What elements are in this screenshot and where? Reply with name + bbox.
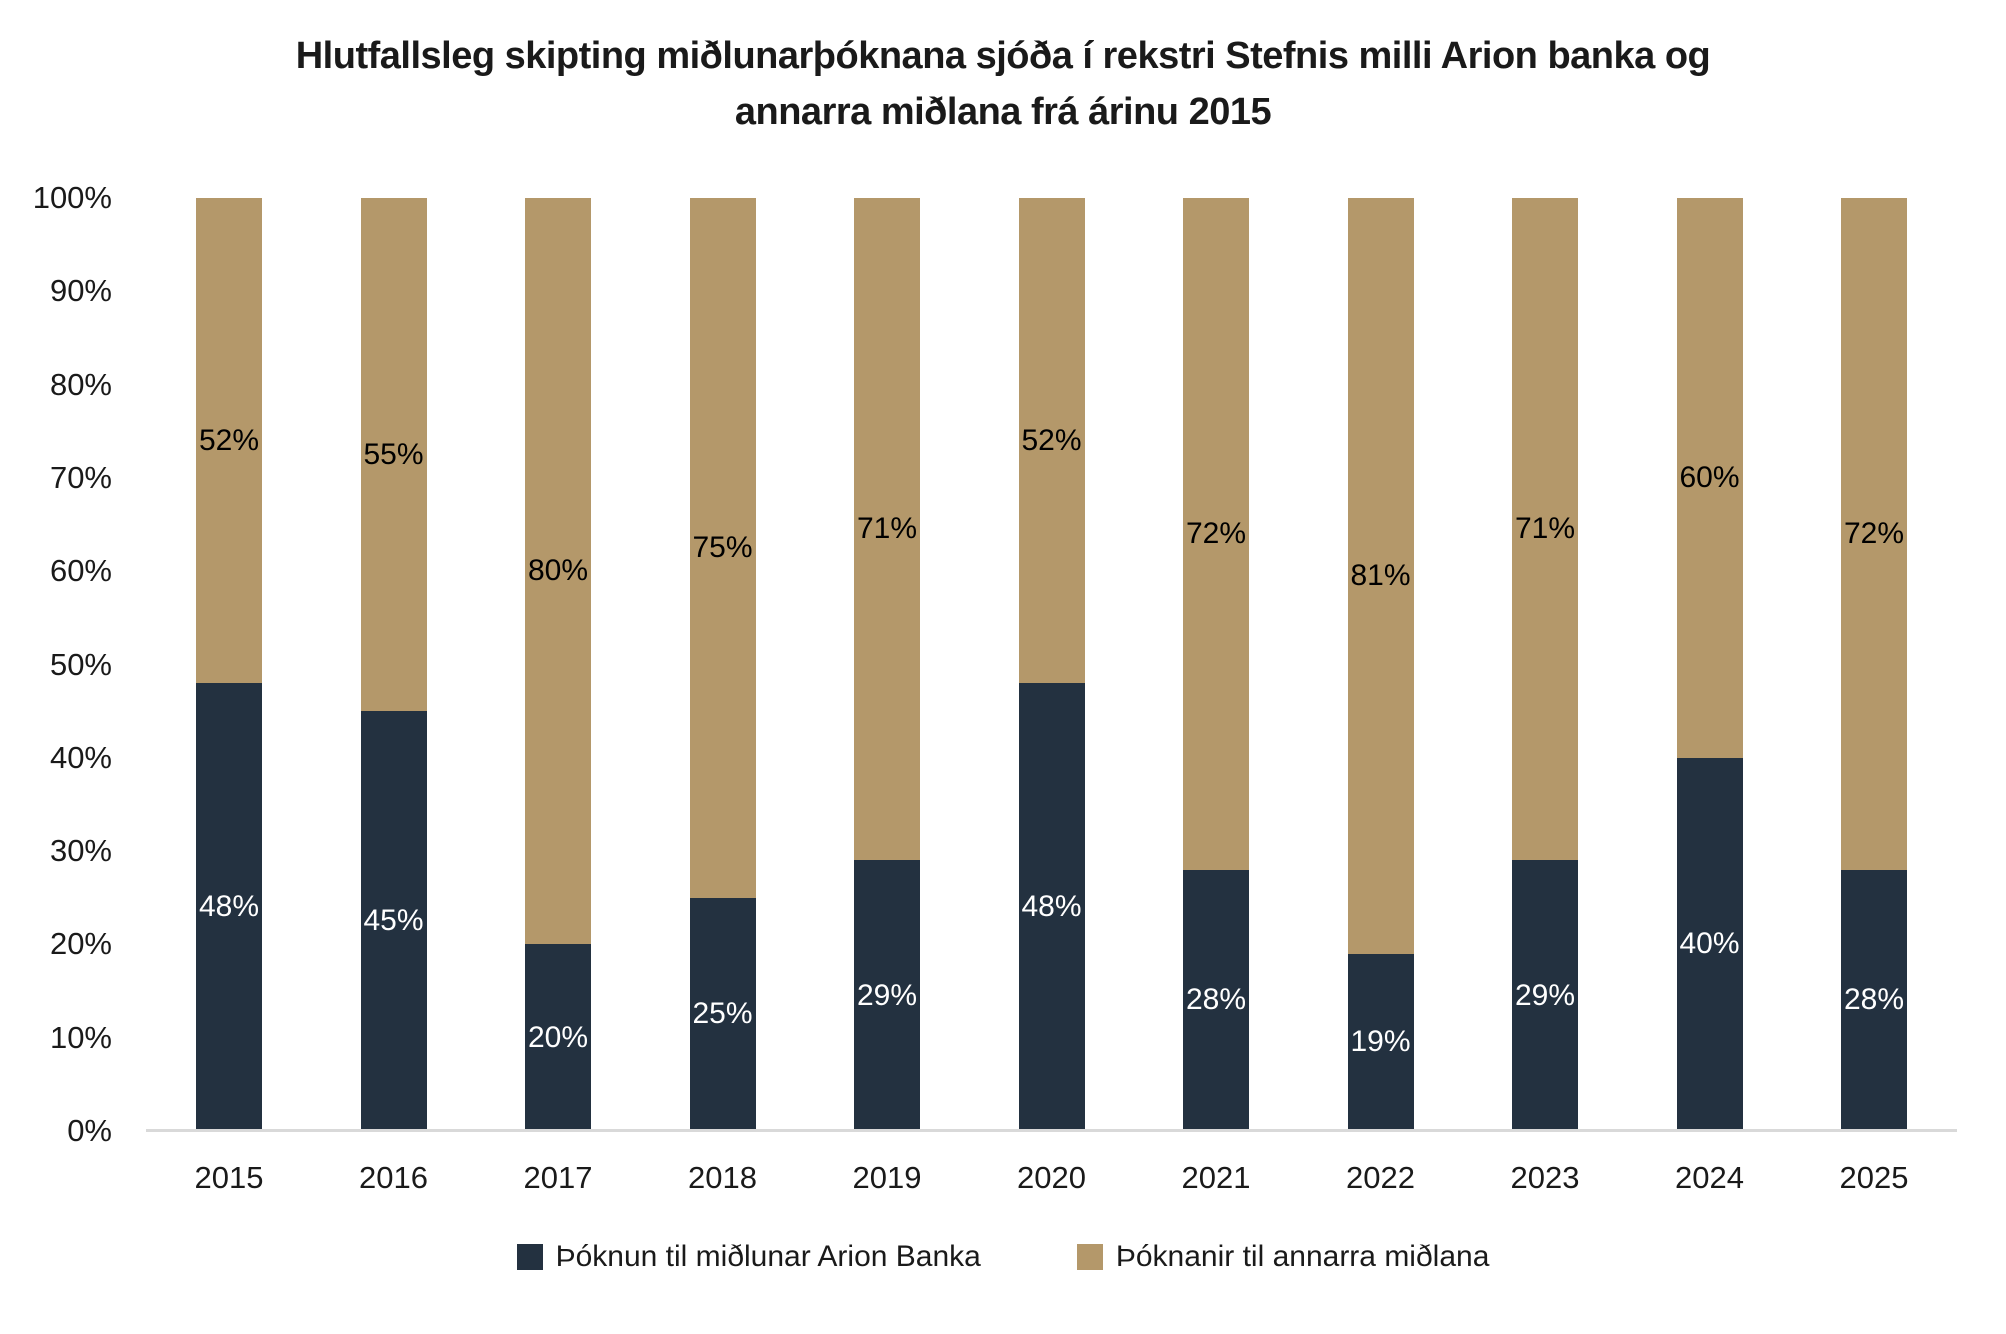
bar-2025: 28% 72% [1841, 198, 1907, 1131]
data-label-arion-2025: 28% [1843, 983, 1905, 1017]
y-tick-label: 80% [49, 366, 112, 402]
bar-2020: 48% 52% [1018, 198, 1085, 1131]
bar-segment-arion-2015: 48% [196, 683, 262, 1131]
bar-segment-other-2016: 55% [360, 198, 427, 712]
bar-segment-arion-2020: 48% [1018, 683, 1085, 1131]
bar-segment-arion-2018: 25% [689, 897, 756, 1131]
y-tick-label: 100% [32, 180, 112, 215]
bar-segment-other-2023: 71% [1512, 198, 1578, 861]
bar-2022: 19% 81% [1347, 198, 1414, 1131]
bar-segment-other-2017: 80% [525, 198, 591, 945]
data-label-other-2017: 80% [527, 554, 589, 588]
data-label-other-2023: 71% [1514, 512, 1576, 546]
bar-segment-arion-2024: 40% [1676, 757, 1743, 1131]
y-tick-label: 70% [49, 459, 112, 495]
data-label-other-2024: 60% [1679, 460, 1740, 494]
data-label-other-2020: 52% [1021, 423, 1082, 457]
bar-segment-other-2021: 72% [1183, 198, 1249, 870]
x-axis-baseline [146, 1129, 1957, 1132]
bar-2018: 25% 75% [689, 198, 756, 1131]
bar-segment-other-2018: 75% [689, 198, 756, 898]
y-tick-label: 0% [67, 1113, 112, 1148]
x-axis-label-2020: 2020 [1017, 1160, 1086, 1195]
bar-segment-other-2019: 71% [854, 198, 920, 861]
x-axis-label-2015: 2015 [194, 1160, 264, 1195]
data-label-other-2016: 55% [363, 437, 424, 471]
y-tick-label: 40% [49, 739, 112, 775]
data-label-arion-2016: 45% [363, 904, 424, 938]
x-axis-label-2016: 2016 [359, 1160, 428, 1195]
x-axis-label-2025: 2025 [1839, 1160, 1909, 1195]
data-label-arion-2023: 29% [1514, 978, 1576, 1012]
legend-label: Þóknanir til annarra miðlana [1115, 1240, 1490, 1273]
bar-segment-arion-2017: 20% [525, 944, 591, 1131]
legend-swatch-icon [516, 1244, 543, 1270]
bar-segment-other-2024: 60% [1676, 198, 1743, 758]
chart-title: Hlutfallsleg skipting miðlunarþóknana sj… [0, 28, 2006, 140]
plot-area: 48% 52% 45% 55% 20% 80% 25% 75% 29% 71% 48% 52% 28% 7… [146, 198, 1957, 1131]
y-tick-label: 90% [49, 273, 112, 309]
bar-segment-arion-2016: 45% [360, 711, 427, 1131]
bar-segment-arion-2023: 29% [1512, 860, 1578, 1131]
y-tick-label: 30% [49, 833, 112, 869]
x-axis-label-2024: 2024 [1675, 1160, 1744, 1195]
data-label-arion-2024: 40% [1679, 927, 1740, 961]
data-label-other-2015: 52% [198, 423, 260, 457]
bar-segment-arion-2022: 19% [1347, 953, 1414, 1131]
bar-segment-other-2022: 81% [1347, 198, 1414, 954]
bar-segment-other-2015: 52% [196, 198, 262, 684]
bar-segment-arion-2021: 28% [1183, 869, 1249, 1131]
data-label-arion-2017: 20% [527, 1020, 589, 1054]
data-label-other-2019: 71% [856, 512, 918, 546]
x-axis-label-2019: 2019 [852, 1160, 922, 1195]
data-label-arion-2021: 28% [1185, 983, 1247, 1017]
bar-segment-arion-2025: 28% [1841, 869, 1907, 1131]
y-tick-label: 60% [49, 553, 112, 589]
data-label-arion-2020: 48% [1021, 890, 1082, 924]
data-label-arion-2018: 25% [692, 997, 753, 1031]
bar-2023: 29% 71% [1512, 198, 1578, 1131]
y-tick-label: 20% [49, 926, 112, 962]
data-label-other-2022: 81% [1350, 558, 1411, 592]
x-axis-label-2018: 2018 [688, 1160, 757, 1195]
x-axis-label-2017: 2017 [523, 1160, 593, 1195]
legend: Þóknun til miðlunar Arion Banka Þóknanir … [0, 1240, 2006, 1274]
y-tick-label: 10% [49, 1019, 112, 1055]
data-label-other-2025: 72% [1843, 516, 1905, 550]
data-label-other-2018: 75% [692, 530, 753, 564]
data-label-other-2021: 72% [1185, 516, 1247, 550]
data-label-arion-2019: 29% [856, 978, 918, 1012]
chart-title-line-1: Hlutfallsleg skipting miðlunarþóknana sj… [295, 35, 1711, 77]
x-axis-label-2022: 2022 [1346, 1160, 1415, 1195]
bar-segment-arion-2019: 29% [854, 860, 920, 1131]
bar-2021: 28% 72% [1183, 198, 1249, 1131]
chart-title-line-2: annarra miðlana frá árinu 2015 [734, 91, 1272, 133]
bar-2015: 48% 52% [196, 198, 262, 1131]
legend-label: Þóknun til miðlunar Arion Banka [555, 1240, 981, 1273]
legend-item-other: Þóknanir til annarra miðlana [1076, 1240, 1490, 1274]
bar-2016: 45% 55% [360, 198, 427, 1131]
legend-swatch-icon [1076, 1244, 1103, 1270]
x-axis-label-2021: 2021 [1181, 1160, 1251, 1195]
legend-item-arion: Þóknun til miðlunar Arion Banka [516, 1240, 981, 1274]
bar-2017: 20% 80% [525, 198, 591, 1131]
bar-segment-other-2025: 72% [1841, 198, 1907, 870]
data-label-arion-2022: 19% [1350, 1025, 1411, 1059]
bar-2024: 40% 60% [1676, 198, 1743, 1131]
bar-2019: 29% 71% [854, 198, 920, 1131]
y-tick-label: 50% [49, 646, 112, 682]
x-axis-label-2023: 2023 [1510, 1160, 1580, 1195]
data-label-arion-2015: 48% [198, 890, 260, 924]
bar-segment-other-2020: 52% [1018, 198, 1085, 684]
